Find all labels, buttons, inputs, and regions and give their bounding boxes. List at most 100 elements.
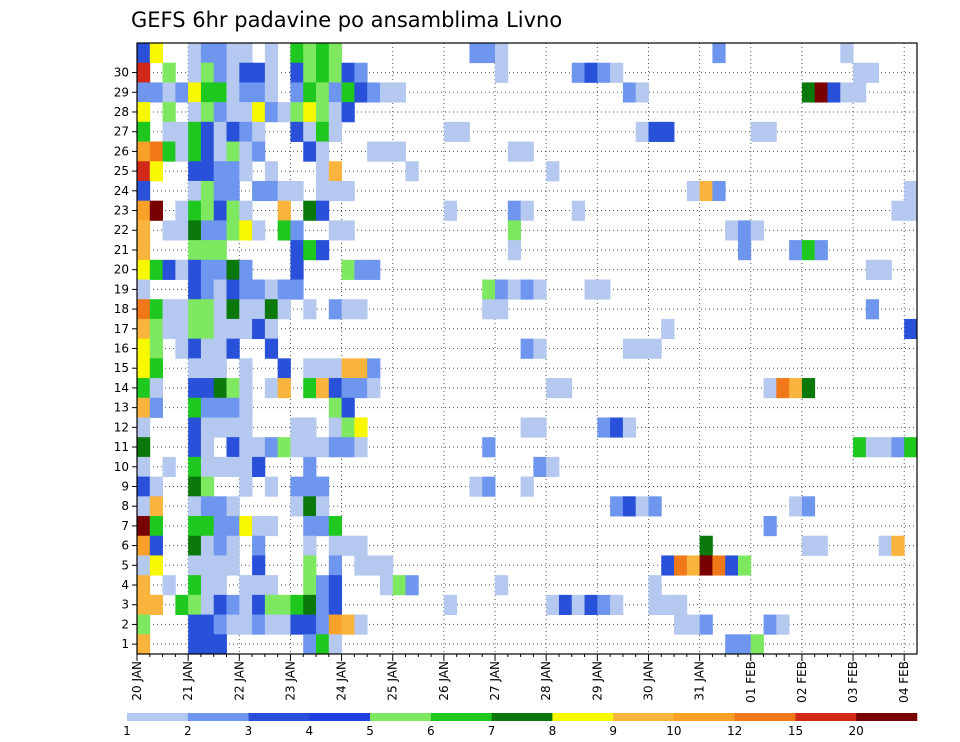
precip-cell — [801, 496, 816, 517]
precip-cell — [200, 555, 215, 576]
precip-cell — [149, 535, 163, 556]
precip-cell — [188, 279, 202, 300]
precip-cell — [188, 555, 202, 576]
precip-cell — [239, 358, 253, 379]
precip-cell — [610, 594, 624, 615]
precip-cell — [137, 456, 151, 478]
precip-cell — [137, 594, 151, 615]
precip-cell — [213, 594, 227, 615]
precip-cell — [137, 240, 151, 261]
precip-cell — [226, 338, 240, 359]
precip-cell — [239, 575, 253, 596]
precip-cell — [213, 82, 227, 103]
chart-title: GEFS 6hr padavine po ansamblima Livno — [131, 8, 562, 32]
precip-cell — [661, 318, 675, 340]
precip-cell — [661, 555, 675, 576]
precip-cell — [188, 496, 202, 517]
y-tick-label: 6 — [121, 539, 129, 553]
precip-cell — [303, 200, 317, 221]
precip-cell — [239, 594, 253, 615]
x-tick-label: 25 JAN — [386, 661, 400, 701]
precip-cell — [213, 456, 227, 478]
precip-cell — [610, 417, 624, 438]
precip-cell — [316, 496, 330, 517]
precip-cell — [213, 180, 227, 202]
precip-cell — [239, 476, 253, 497]
precip-cell — [149, 200, 163, 221]
precip-cell — [188, 121, 202, 142]
precip-cell — [239, 102, 253, 123]
precip-cell — [200, 476, 215, 497]
precip-cell — [137, 358, 151, 379]
y-tick-label: 24 — [114, 184, 129, 198]
precip-cell — [226, 220, 240, 241]
precip-cell — [878, 259, 892, 280]
precip-cell — [149, 82, 163, 103]
precip-cell — [635, 82, 649, 103]
precip-cell — [303, 43, 317, 64]
precip-cell — [789, 378, 803, 399]
precip-cell — [853, 437, 867, 458]
precip-cell — [239, 141, 253, 162]
precip-cell — [443, 121, 458, 142]
precip-cell — [737, 220, 752, 241]
precip-cell — [469, 43, 483, 64]
precip-cell — [200, 161, 215, 182]
precip-cell — [558, 594, 573, 615]
precip-cell — [316, 102, 330, 123]
precip-cell — [264, 614, 279, 635]
precip-cell — [175, 200, 189, 221]
precip-cell — [264, 180, 279, 202]
precip-cell — [175, 299, 189, 320]
precip-cell — [239, 318, 253, 340]
precip-cell — [328, 516, 342, 537]
precip-cell — [149, 378, 163, 399]
precip-cell — [188, 318, 202, 340]
precip-cell — [303, 476, 317, 497]
precip-cell — [213, 634, 227, 655]
precip-cell — [264, 437, 279, 458]
precip-cell — [648, 121, 662, 142]
precip-cell — [213, 338, 227, 359]
precip-cell — [252, 555, 266, 576]
precip-cell — [354, 378, 368, 399]
precip-cell — [239, 417, 253, 438]
precip-cell — [200, 397, 215, 418]
precip-cell — [316, 516, 330, 537]
precip-cell — [341, 259, 355, 280]
precip-cell — [328, 62, 342, 83]
precip-cell — [328, 378, 342, 399]
x-tick-label: 29 JAN — [590, 661, 604, 701]
precip-cell — [303, 378, 317, 399]
precip-cell — [226, 594, 240, 615]
precip-cell — [188, 476, 202, 497]
precip-cell — [303, 496, 317, 517]
precip-cell — [865, 259, 880, 280]
precip-cell — [520, 338, 534, 359]
precip-cell — [303, 516, 317, 537]
precip-cell — [763, 121, 777, 142]
precip-cell — [200, 279, 215, 300]
precip-cell — [252, 575, 266, 596]
precip-cell — [137, 161, 151, 182]
colorbar-tick-label: 4 — [305, 724, 313, 738]
precip-cell — [507, 240, 522, 261]
precip-cell — [635, 496, 649, 517]
precip-cell — [226, 141, 240, 162]
precip-cell — [213, 43, 227, 64]
precip-cell — [303, 82, 317, 103]
precip-cell — [213, 575, 227, 596]
precip-cell — [149, 555, 163, 576]
precip-cell — [316, 121, 330, 142]
x-tick-label: 30 JAN — [642, 661, 656, 701]
precip-cell — [252, 279, 266, 300]
precip-cell — [137, 180, 151, 202]
precip-cell — [226, 555, 240, 576]
precip-cell — [200, 456, 215, 478]
precip-cell — [571, 594, 585, 615]
precip-cell — [316, 200, 330, 221]
precip-cell — [188, 141, 202, 162]
precip-cell — [226, 259, 240, 280]
precip-cell — [137, 437, 151, 458]
precip-cell — [316, 358, 330, 379]
